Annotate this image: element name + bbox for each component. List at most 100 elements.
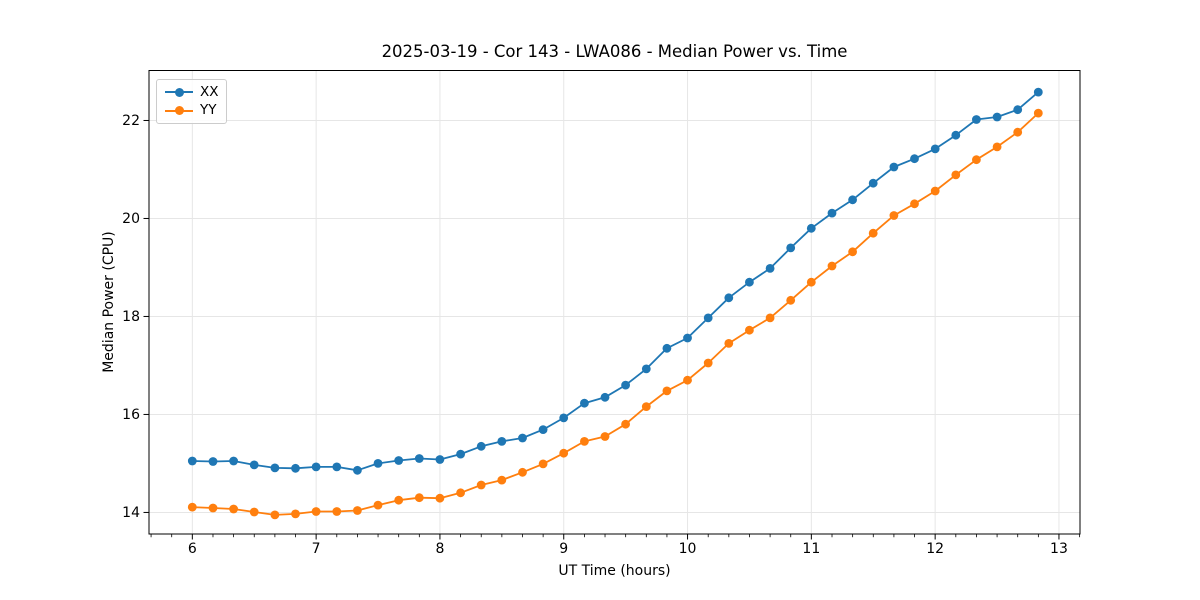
data-point-marker-xx (621, 380, 630, 390)
data-point-marker-yy (208, 503, 218, 513)
data-point-marker-yy (621, 419, 630, 429)
data-point-marker-xx (414, 454, 424, 463)
data-point-marker-xx (580, 398, 589, 408)
legend-swatch-xx (165, 87, 193, 97)
data-point-marker-xx (683, 333, 692, 343)
data-point-marker-xx (332, 462, 342, 472)
data-point-marker-yy (394, 495, 404, 505)
y-axis-label: Median Power (CPU) (101, 231, 117, 373)
data-point-marker-yy (229, 504, 239, 514)
data-point-marker-xx (827, 208, 837, 218)
data-point-marker-xx (765, 264, 775, 273)
x-tick-label: 9 (559, 541, 568, 557)
data-point-marker-yy (827, 261, 837, 271)
data-point-marker-xx (662, 343, 672, 353)
data-point-marker-yy (868, 228, 878, 238)
data-point-marker-yy (703, 358, 713, 368)
data-point-marker-xx (249, 460, 259, 470)
legend-marker-icon (174, 87, 184, 97)
data-point-marker-xx (703, 313, 713, 323)
x-tick-label: 12 (926, 541, 944, 557)
plot-border (148, 70, 1081, 535)
data-point-marker-xx (1033, 87, 1043, 97)
data-point-marker-xx (476, 441, 486, 451)
data-point-marker-yy (456, 488, 465, 498)
data-point-marker-yy (600, 432, 610, 441)
data-point-marker-yy (1033, 108, 1043, 118)
y-tick-label: 20 (122, 211, 140, 227)
data-point-marker-xx (270, 463, 280, 473)
x-axis-label: UT Time (hours) (558, 563, 671, 579)
data-point-marker-xx (208, 457, 218, 466)
data-point-marker-xx (353, 465, 362, 475)
chart-title: 2025-03-19 - Cor 143 - LWA086 - Median P… (381, 42, 848, 61)
data-point-marker-xx (394, 456, 404, 465)
data-point-marker-yy (848, 247, 857, 257)
data-point-marker-xx (518, 433, 527, 443)
data-point-marker-xx (435, 455, 445, 464)
data-point-marker-xx (848, 195, 857, 205)
data-point-marker-xx (786, 243, 796, 253)
data-point-marker-yy (641, 402, 651, 411)
data-point-marker-yy (1013, 127, 1023, 137)
y-tick-label: 16 (122, 407, 140, 423)
data-point-marker-yy (332, 507, 342, 516)
data-point-marker-yy (910, 199, 919, 209)
data-point-marker-yy (765, 313, 775, 323)
data-point-marker-yy (786, 295, 796, 305)
data-point-marker-yy (414, 493, 424, 503)
x-tick-label: 11 (802, 541, 820, 557)
data-point-marker-xx (930, 144, 940, 154)
data-point-marker-yy (662, 386, 672, 396)
data-point-marker-xx (311, 462, 321, 472)
data-point-marker-yy (476, 480, 486, 490)
x-tick-label: 6 (188, 541, 197, 557)
data-point-marker-xx (456, 449, 465, 459)
series-line-xx (191, 91, 1040, 472)
data-point-marker-yy (518, 467, 527, 477)
legend-marker-icon (174, 106, 184, 116)
data-point-marker-xx (806, 223, 816, 233)
legend-item-xx: XX (165, 83, 219, 101)
data-point-marker-xx (641, 364, 651, 374)
data-point-marker-yy (373, 500, 383, 510)
y-tick-label: 18 (122, 309, 140, 325)
data-point-marker-yy (745, 325, 754, 335)
x-tick-label: 7 (312, 541, 321, 557)
legend-swatch-yy (165, 106, 193, 116)
data-point-marker-xx (972, 115, 981, 124)
data-point-marker-yy (435, 493, 445, 503)
data-point-marker-xx (187, 456, 197, 466)
legend: XX YY (156, 79, 227, 124)
data-point-marker-xx (745, 277, 754, 287)
data-point-marker-yy (249, 507, 259, 517)
data-point-marker-yy (187, 502, 197, 512)
data-point-marker-yy (311, 507, 321, 516)
data-point-marker-xx (951, 130, 961, 140)
legend-label-xx: XX (200, 83, 219, 100)
data-point-marker-yy (889, 211, 899, 220)
data-point-marker-yy (270, 510, 280, 520)
data-point-marker-xx (291, 463, 300, 473)
y-tick-label: 14 (122, 505, 140, 521)
data-point-marker-xx (559, 413, 569, 423)
data-point-marker-yy (972, 155, 981, 165)
data-point-marker-xx (724, 293, 734, 303)
data-point-marker-yy (580, 437, 589, 446)
data-point-marker-yy (992, 142, 1002, 152)
data-point-marker-xx (497, 437, 507, 446)
data-point-marker-yy (497, 475, 507, 485)
legend-item-yy: YY (165, 102, 218, 120)
data-point-marker-yy (291, 509, 300, 519)
x-tick-label: 10 (679, 541, 697, 557)
x-tick-label: 8 (435, 541, 444, 557)
data-point-marker-xx (992, 112, 1002, 122)
data-point-marker-xx (868, 178, 878, 188)
data-point-marker-xx (600, 392, 610, 402)
legend-label-yy: YY (200, 102, 217, 118)
data-point-marker-xx (910, 154, 919, 164)
data-point-marker-xx (889, 162, 899, 172)
data-point-marker-yy (951, 170, 961, 180)
